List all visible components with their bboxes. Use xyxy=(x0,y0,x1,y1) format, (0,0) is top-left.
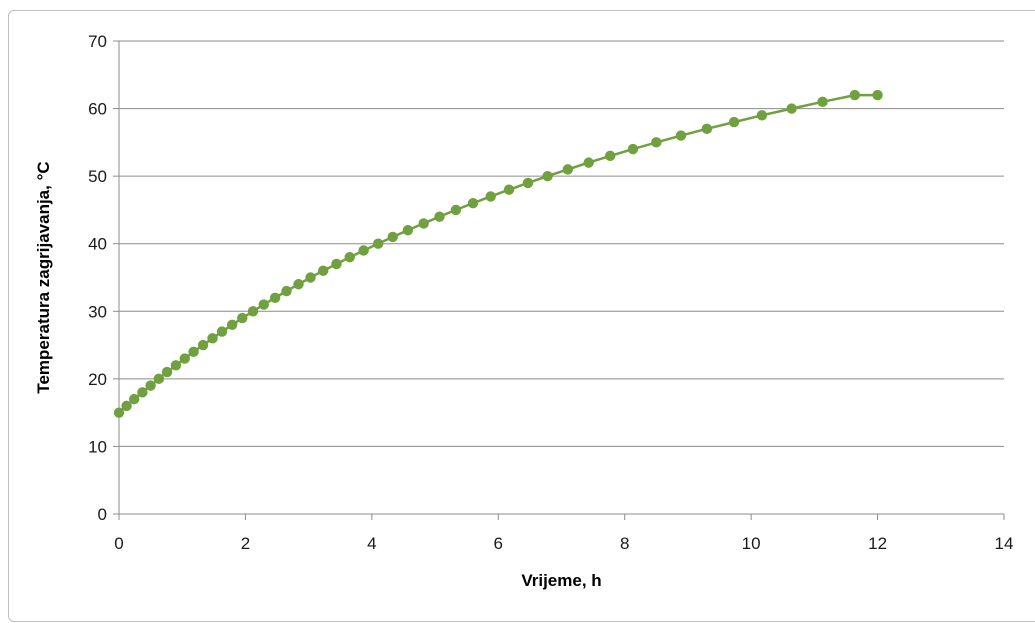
y-tick-label: 20 xyxy=(88,370,107,389)
data-point xyxy=(145,380,156,391)
data-point xyxy=(305,272,316,283)
data-point xyxy=(153,373,165,385)
x-tick-label: 10 xyxy=(742,534,761,553)
data-point xyxy=(269,292,281,303)
data-point xyxy=(197,339,209,351)
data-point xyxy=(281,285,292,297)
y-axis-title: Temperatura zagrijavanja, °C xyxy=(34,161,53,393)
x-axis-title: Vrijeme, h xyxy=(521,571,601,590)
data-point xyxy=(372,238,384,249)
grid-lines xyxy=(119,40,1004,447)
data-point xyxy=(522,177,534,189)
data-point xyxy=(402,225,414,236)
data-point xyxy=(450,204,462,216)
data-point xyxy=(331,258,342,270)
data-point xyxy=(226,319,238,330)
data-point xyxy=(728,116,740,128)
y-tick-label: 10 xyxy=(88,437,107,456)
y-tick-label: 40 xyxy=(88,235,107,254)
y-tick-label: 60 xyxy=(88,100,107,119)
data-point xyxy=(418,218,429,229)
data-point xyxy=(207,333,218,344)
y-tick-label: 50 xyxy=(88,167,107,186)
y-tick-label: 30 xyxy=(88,302,107,321)
data-point xyxy=(161,366,173,378)
x-tick-label: 6 xyxy=(494,534,503,553)
x-tick-label: 0 xyxy=(114,534,123,553)
data-point xyxy=(170,360,182,371)
data-point xyxy=(434,211,445,222)
data-point xyxy=(293,279,304,290)
data-point xyxy=(701,123,713,135)
chart-frame: 0 10 20 30 40 50 60 70 0 2 4 6 8 10 12 14 Vrijeme, h Te… xyxy=(8,10,1035,622)
data-point xyxy=(583,157,594,168)
data-point xyxy=(128,393,140,405)
data-point xyxy=(817,96,828,108)
x-tick-label: 4 xyxy=(367,534,376,553)
data-point xyxy=(675,130,687,141)
data-point xyxy=(247,306,259,317)
data-point xyxy=(503,184,515,195)
x-tick-label: 14 xyxy=(995,534,1014,553)
data-point xyxy=(121,400,132,412)
data-point xyxy=(627,143,639,155)
data-point xyxy=(651,137,662,148)
data-point xyxy=(872,89,883,101)
data-point xyxy=(237,312,248,324)
data-point xyxy=(179,353,190,364)
data-point xyxy=(317,265,329,276)
data-point xyxy=(113,407,125,418)
data-point xyxy=(562,164,574,175)
series-line xyxy=(118,93,878,414)
data-point xyxy=(485,191,496,202)
data-point xyxy=(756,110,768,121)
data-point xyxy=(849,89,861,101)
data-point xyxy=(604,150,616,162)
data-point xyxy=(387,231,398,243)
data-point xyxy=(467,197,479,209)
data-point xyxy=(258,299,269,310)
temperature-line-chart: 0 10 20 30 40 50 60 70 0 2 4 6 8 10 12 14 Vrijeme, h Te… xyxy=(34,32,1013,590)
tick-labels: 0 10 20 30 40 50 60 70 0 2 4 6 8 10 12 14 xyxy=(88,32,1013,553)
x-tick-label: 12 xyxy=(868,534,887,553)
data-point xyxy=(344,252,355,263)
series xyxy=(113,89,883,418)
data-point xyxy=(188,346,199,358)
axes xyxy=(113,40,1005,520)
data-point xyxy=(786,103,797,114)
data-point xyxy=(358,245,369,256)
data-point xyxy=(542,170,553,182)
y-tick-label: 70 xyxy=(88,32,107,51)
data-point xyxy=(137,387,148,398)
data-point xyxy=(216,326,228,337)
x-tick-label: 2 xyxy=(241,534,250,553)
y-tick-label: 0 xyxy=(98,505,107,524)
x-tick-label: 8 xyxy=(620,534,629,553)
